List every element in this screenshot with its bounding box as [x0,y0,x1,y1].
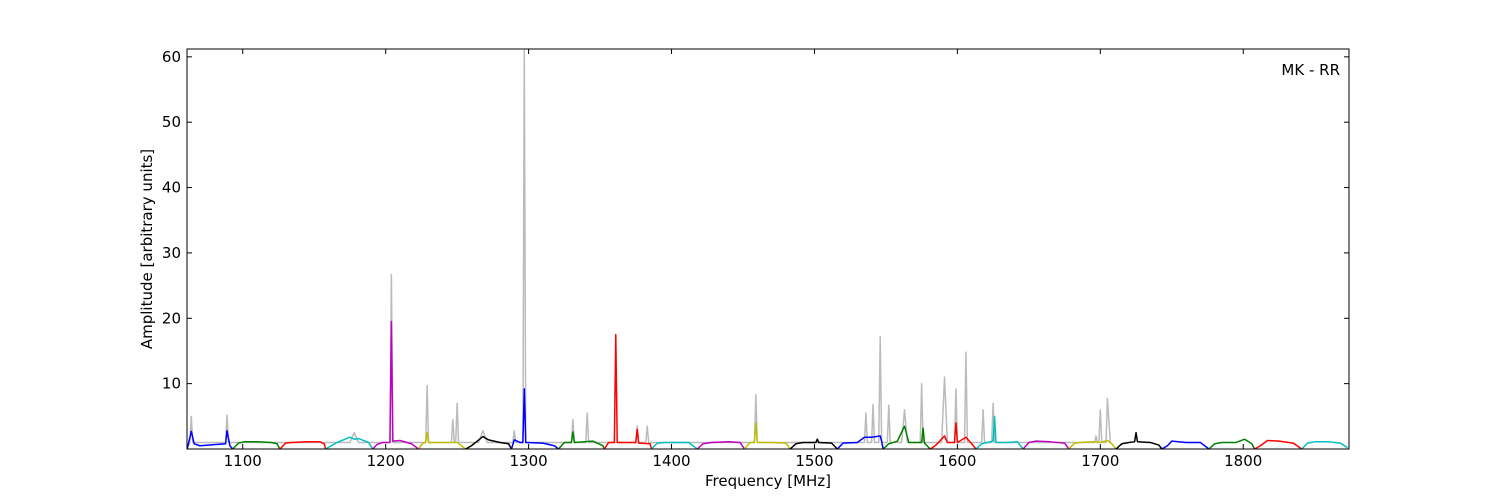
spectrum-line [650,441,698,449]
y-tick-label: 20 [162,309,181,327]
y-tick-label: 10 [162,375,181,393]
x-tick-label: 1200 [367,452,405,470]
y-axis-label: Amplitude [arbitrary units] [138,149,156,349]
spectrum-line [1208,438,1256,449]
x-tick-label: 1500 [795,452,833,470]
spectrum-line [187,49,1112,449]
spectrum-line [325,436,374,449]
spectrum-line [232,441,281,449]
spectrum-line [836,435,884,449]
spectrum-line [279,441,327,449]
x-tick-label: 1600 [938,452,976,470]
annotation: MK - RR [1281,61,1340,79]
spectrum-line [558,431,606,449]
x-tick-label: 1300 [510,452,548,470]
y-tick-label: 40 [162,179,181,197]
spectrum-line [1161,440,1210,449]
plot-frame [186,48,1350,450]
x-tick-label: 1100 [224,452,262,470]
x-tick-label: 1800 [1224,452,1262,470]
spectrum-line [510,388,560,449]
spectrum-line [417,431,467,449]
spectrum-line [465,435,513,449]
spectrum-line [929,422,977,449]
spectrum-line [1301,441,1348,449]
y-tick-label: 50 [162,113,181,131]
spectrum-line [1115,431,1163,449]
y-tick-label: 60 [162,48,181,66]
spectrum-line [696,441,746,449]
spectrum-line [1254,439,1303,449]
y-tick-label: 30 [162,244,181,262]
spectrum-line [975,415,1024,449]
x-tick-label: 1400 [652,452,690,470]
spectrum-line [789,438,838,449]
spectrum-line [187,429,234,449]
spectrum-line [743,422,791,449]
spectrum-line [882,425,931,449]
x-axis-label: Frequency [MHz] [705,472,831,490]
spectrum-line [372,320,419,449]
spectrum-line [1022,440,1070,449]
x-tick-label: 1700 [1081,452,1119,470]
spectrum-line [1068,439,1117,449]
spectrum-line [603,333,653,449]
